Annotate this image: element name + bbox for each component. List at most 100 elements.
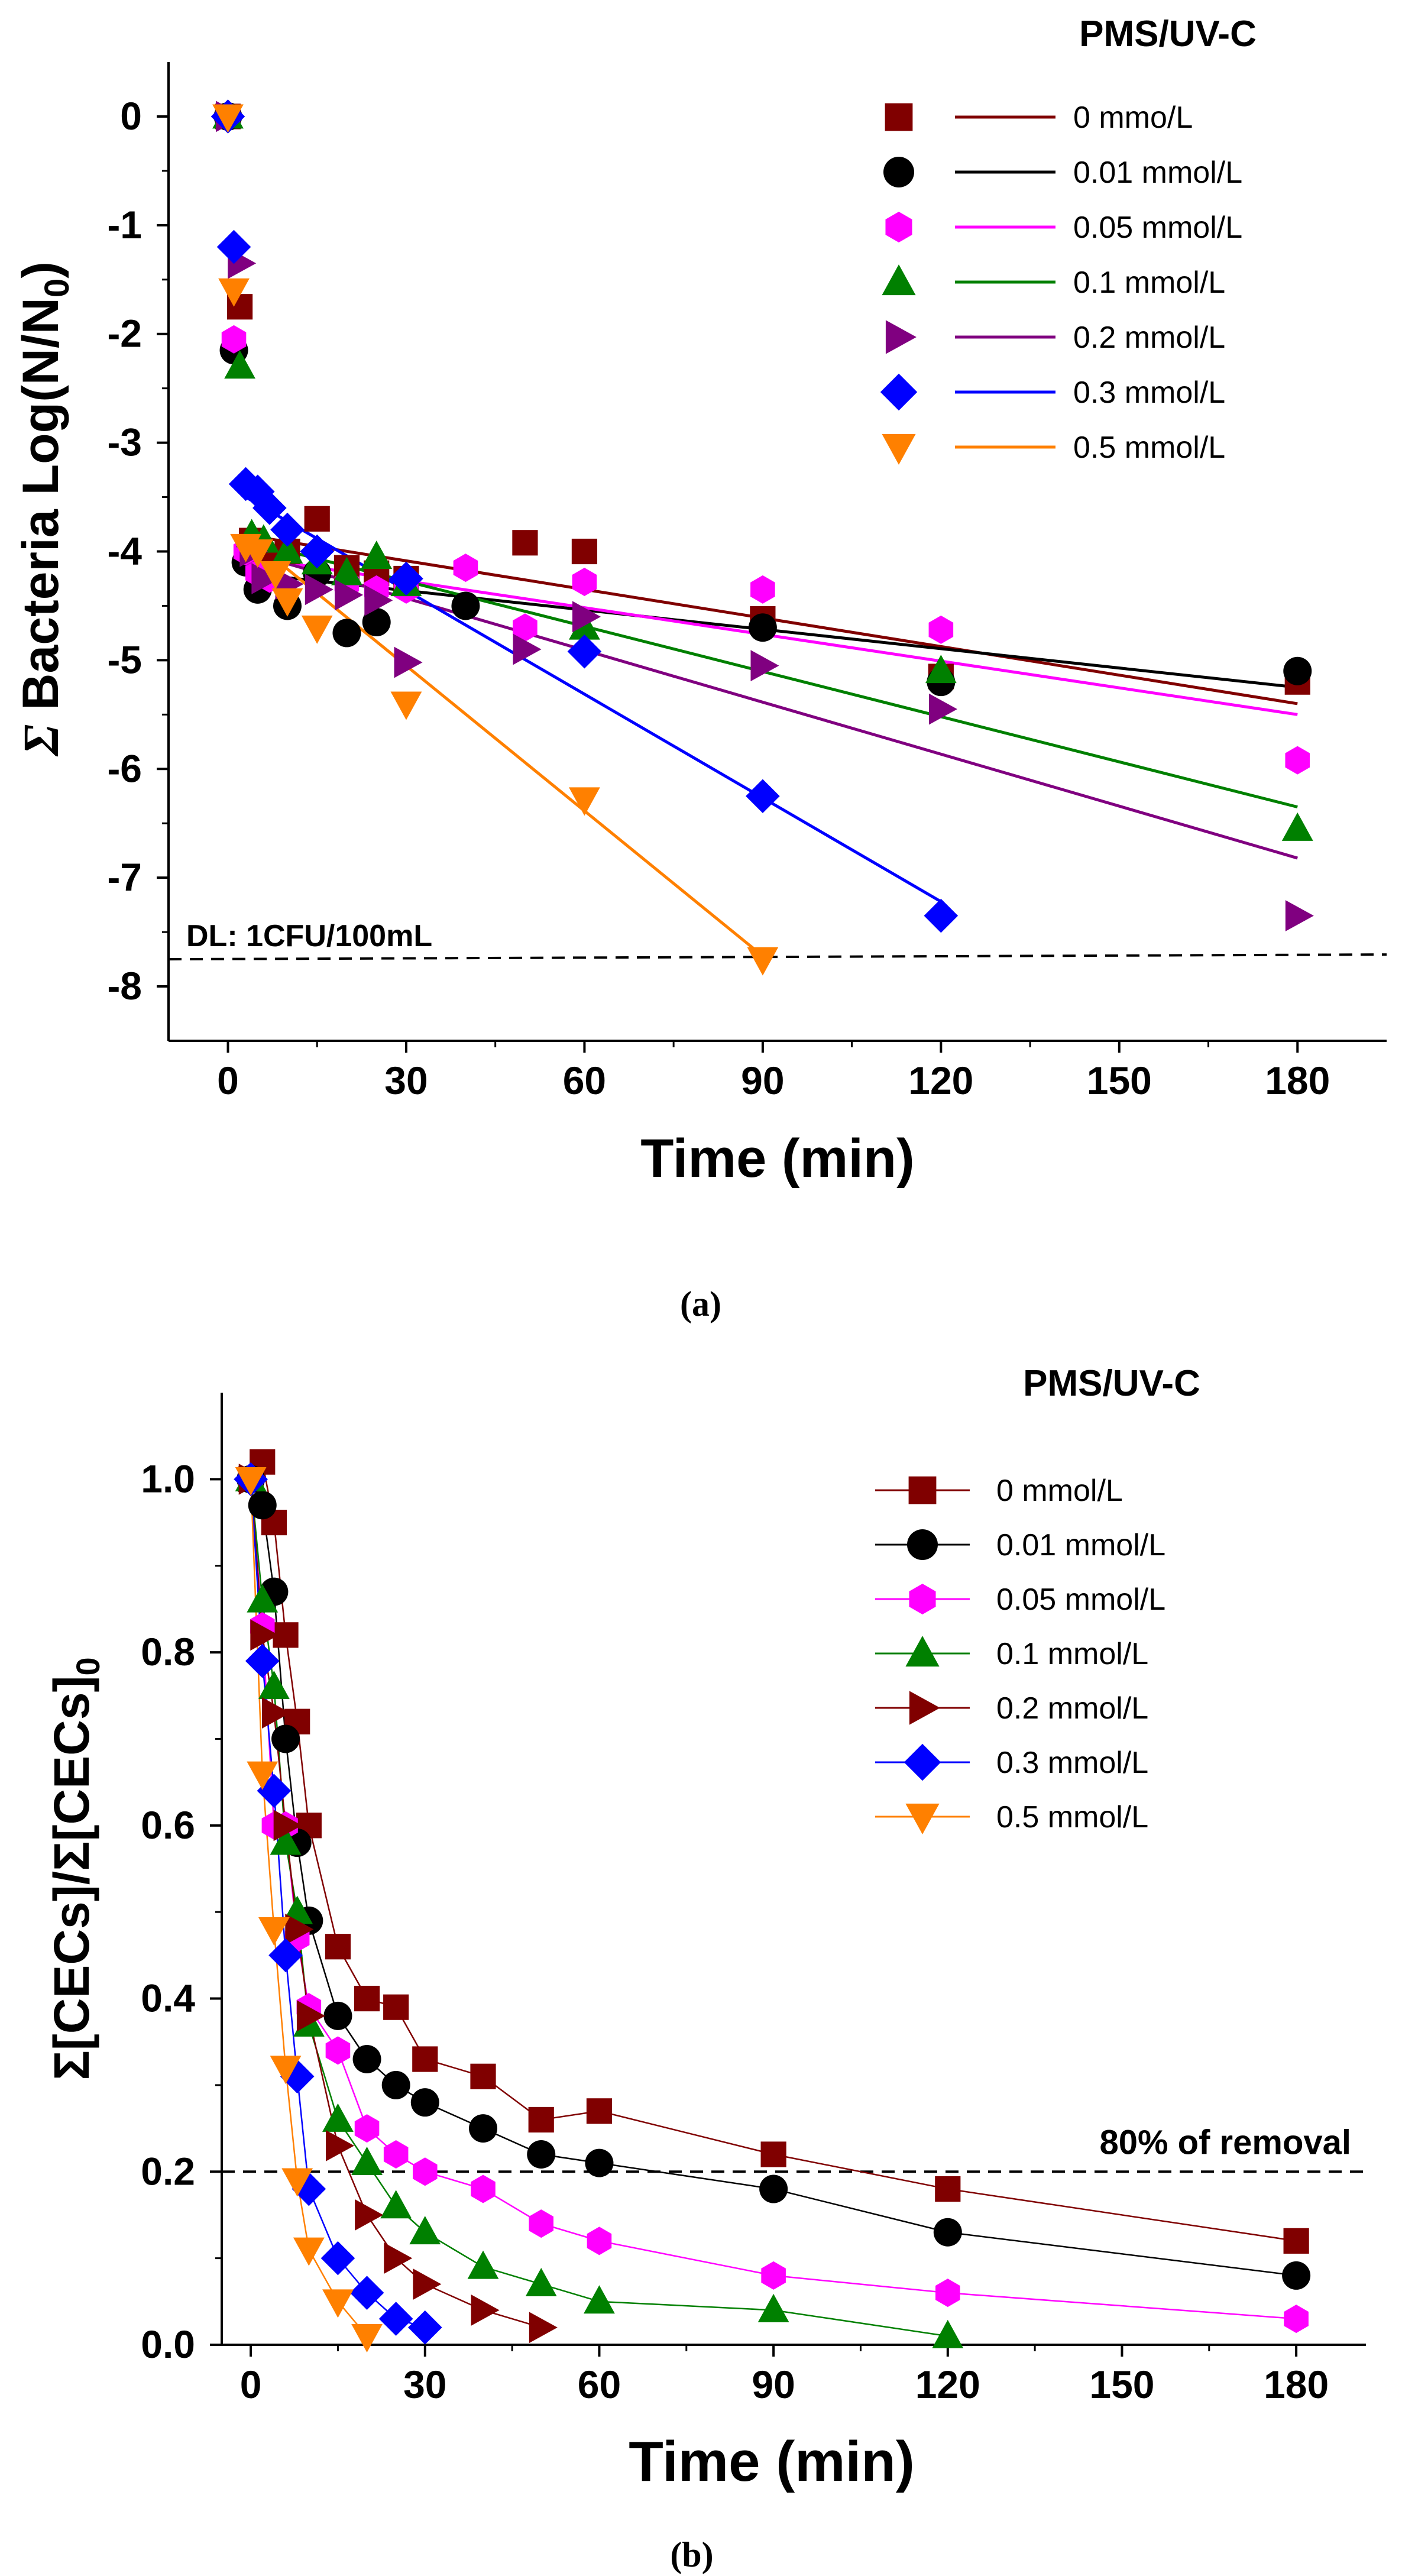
- data-point-0-3-mmol-l: [320, 2241, 355, 2276]
- panel-b-x-tick-label: 90: [752, 2363, 795, 2406]
- legend-label-0-3-mmol-l: 0.3 mmol/L: [1073, 376, 1225, 410]
- series-line-0-mmol-l: [250, 1459, 1297, 2242]
- series-line-0-3-mmol-l: [250, 1479, 426, 2328]
- panel-a-x-tick-label: 0: [217, 1059, 239, 1102]
- data-point-0-2-mmol-l: [251, 563, 280, 594]
- panel-b-y-tick-label: 1.0: [141, 1457, 195, 1500]
- panel-a-y-tick-label: -1: [107, 203, 142, 247]
- legend-marker-0-2-mmol-l: [885, 320, 917, 354]
- data-point-0-5-mmol-l: [258, 1917, 290, 1946]
- legend-label-0-3-mmol-l: 0.3 mmol/L: [996, 1746, 1148, 1780]
- data-point-0-5-mmol-l: [212, 104, 244, 133]
- data-point-0-5-mmol-l: [235, 1467, 267, 1496]
- data-point-0-01-mmol-l: [332, 619, 361, 648]
- data-point-0-5-mmol-l: [351, 2323, 383, 2352]
- data-point-0-mmol-l: [470, 2063, 496, 2089]
- legend-marker-0-01-mmol-l: [883, 157, 914, 187]
- data-point-0-2-mmol-l: [273, 1810, 302, 1842]
- data-point-0-5-mmol-l: [270, 2056, 302, 2085]
- data-point-0-05-mmol-l: [513, 613, 538, 642]
- data-point-0-01-mmol-l: [323, 2001, 352, 2030]
- data-point-0-3-mmol-l: [389, 561, 423, 596]
- legend-marker-0-05-mmol-l: [909, 1584, 936, 1614]
- data-point-0-01-mmol-l: [748, 613, 777, 642]
- data-point-0-1-mmol-l: [380, 2190, 412, 2219]
- data-point-0-1-mmol-l: [331, 556, 362, 585]
- panel-b-x-tick-label: 150: [1089, 2363, 1154, 2406]
- legend-marker-0-2-mmol-l: [909, 1691, 940, 1725]
- data-point-0-mmo-l: [571, 538, 598, 565]
- data-point-0-mmol-l: [586, 2098, 613, 2124]
- panel-a-y-tick-label: -7: [107, 855, 142, 899]
- data-point-0-mmol-l: [412, 2046, 438, 2072]
- data-point-0-2-mmol-l: [285, 1914, 314, 1945]
- panel-a-data-points: [211, 99, 1314, 976]
- data-point-0-1-mmol-l: [271, 535, 303, 564]
- panel-b-y-tick-label: 0.8: [141, 1630, 195, 1674]
- data-point-0-1-mmol-l: [351, 2147, 383, 2176]
- data-point-0-01-mmol-l: [352, 2045, 381, 2073]
- data-point-0-2-mmol-l: [471, 2295, 500, 2326]
- panel-b-legend: 0 mmol/L 0.01 mmol/L 0.05 mmol/L 0.1 mmol/L…: [875, 1474, 1165, 1834]
- panel-a-x-axis-label: Time (min): [640, 1128, 914, 1189]
- panel-a-caption: (a): [680, 1284, 721, 1323]
- data-point-0-05-mmol-l: [750, 575, 775, 604]
- data-point-0-3-mmol-l: [567, 634, 602, 669]
- panel-b-x-tick-label: 60: [578, 2363, 621, 2406]
- data-point-0-01-mmol-l: [271, 1724, 300, 1753]
- panel-b-x-tick-label: 180: [1264, 2363, 1329, 2406]
- data-point-0-1-mmol-l: [361, 541, 393, 569]
- data-point-0-01-mmol-l: [248, 1491, 277, 1520]
- data-point-0-2-mmol-l: [326, 2130, 355, 2161]
- data-point-0-2-mmol-l: [413, 2268, 442, 2300]
- data-point-0-2-mmol-l: [1285, 900, 1314, 931]
- legend-marker-0-5-mmol-l: [882, 433, 916, 465]
- data-point-0-mmol-l: [935, 2176, 961, 2202]
- fit-line-0-5-mmol-l: [245, 533, 764, 957]
- data-point-0-01-mmol-l: [451, 591, 480, 620]
- data-point-0-1-mmol-l: [322, 2103, 354, 2132]
- panel-a-y-tick-label: 0: [120, 94, 142, 138]
- data-point-0-1-mmol-l: [224, 350, 255, 379]
- data-point-0-1-mmol-l: [932, 2319, 964, 2348]
- data-point-0-3-mmol-l: [349, 2276, 384, 2310]
- data-point-0-3-mmol-l: [280, 2059, 315, 2094]
- data-point-0-5-mmol-l: [281, 2168, 313, 2197]
- legend-label-0-mmo-l: 0 mmo/L: [1073, 101, 1193, 135]
- data-point-0-1-mmol-l: [467, 2250, 499, 2279]
- data-point-0-2-mmol-l: [750, 650, 779, 681]
- data-point-0-01-mmol-l: [410, 2088, 439, 2117]
- legend-marker-0-3-mmol-l: [904, 1743, 941, 1781]
- panel-a-x-tick-label: 150: [1087, 1059, 1152, 1102]
- panel-b-title: PMS/UV-C: [1023, 1363, 1200, 1404]
- data-point-0-mmol-l: [383, 1994, 409, 2020]
- data-point-0-mmo-l: [304, 506, 330, 532]
- data-point-0-5-mmol-l: [747, 947, 779, 976]
- data-point-0-5-mmol-l: [569, 787, 600, 816]
- panel-b-y-tick-label: 0.0: [141, 2322, 195, 2366]
- data-point-0-1-mmol-l: [1281, 812, 1313, 841]
- data-point-0-mmo-l: [512, 530, 538, 556]
- legend-label-0-01-mmol-l: 0.01 mmol/L: [1073, 156, 1242, 190]
- legend-label-0-2-mmol-l: 0.2 mmol/L: [996, 1691, 1148, 1726]
- panel-a-title: PMS/UV-C: [1079, 14, 1257, 54]
- detection-limit-label: DL: 1CFU/100mL: [186, 919, 432, 953]
- data-point-0-5-mmol-l: [260, 561, 292, 590]
- data-point-0-3-mmol-l: [245, 1643, 280, 1678]
- data-point-0-3-mmol-l: [268, 1938, 303, 1973]
- data-point-0-3-mmol-l: [407, 2310, 442, 2345]
- panel-a-x-tick-label: 30: [384, 1059, 428, 1102]
- data-point-0-5-mmol-l: [247, 1761, 279, 1790]
- panel-b-y-axis-label-text: Σ[CECs]/Σ[CECs]: [44, 1675, 99, 2080]
- data-point-0-5-mmol-l: [322, 2289, 354, 2318]
- legend-label-0-mmol-l: 0 mmol/L: [996, 1474, 1123, 1508]
- data-point-0-1-mmol-l: [409, 2216, 441, 2245]
- legend-marker-0-05-mmol-l: [885, 212, 912, 242]
- panel-b-y-axis-label: Σ[CECs]/Σ[CECs]0: [44, 1657, 106, 2080]
- panel-b-ticks: 0 30 60 90 120 150 180 0.0 0.2 0.4 0.6 0.8 1.0: [141, 1457, 1329, 2406]
- data-point-0-05-mmol-l: [325, 2036, 351, 2065]
- legend-marker-0-1-mmol-l: [882, 264, 916, 296]
- data-point-0-2-mmol-l: [529, 2312, 558, 2344]
- data-point-0-2-mmol-l: [305, 574, 333, 606]
- panel-a-y-tick-label: -2: [107, 312, 142, 355]
